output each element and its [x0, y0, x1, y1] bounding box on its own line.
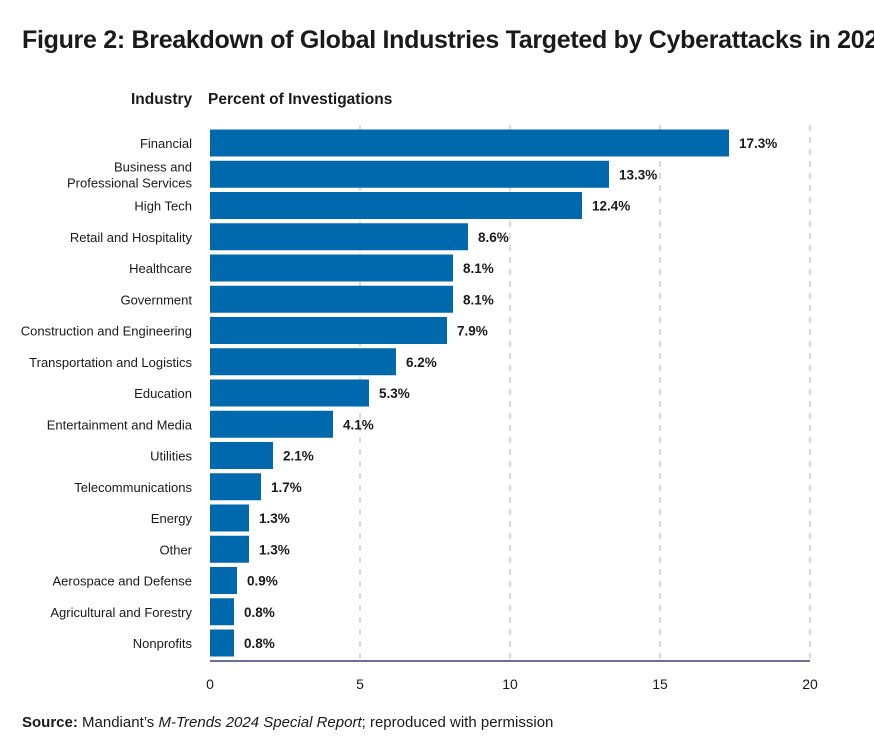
- bar: [210, 192, 582, 219]
- data-label: 12.4%: [592, 199, 630, 214]
- data-label: 13.3%: [619, 167, 657, 182]
- bar: [210, 598, 234, 626]
- category-label: Agricultural and Forestry: [50, 605, 192, 620]
- data-label: 5.3%: [379, 386, 410, 401]
- category-label: Business and Professional Services: [67, 159, 192, 190]
- bar: [210, 504, 249, 532]
- data-label: 0.9%: [247, 574, 278, 589]
- bar: [210, 129, 729, 157]
- bar: [210, 254, 453, 282]
- x-tick-label: 0: [206, 676, 214, 692]
- category-label: Aerospace and Defense: [53, 574, 192, 589]
- bar: [210, 285, 453, 313]
- bar: [210, 379, 369, 407]
- category-label: Nonprofits: [133, 636, 193, 651]
- bar: [210, 473, 261, 501]
- category-label: High Tech: [134, 199, 192, 214]
- value-axis-header: Percent of Investigations: [208, 91, 393, 108]
- category-label: Financial: [140, 136, 192, 151]
- data-label: 4.1%: [343, 417, 374, 432]
- chart-title: Figure 2: Breakdown of Global Industries…: [22, 26, 874, 54]
- data-label: 8.1%: [463, 261, 494, 276]
- bar-chart: Financial Business and Professional Servic…: [21, 125, 818, 692]
- category-label: Telecommunications: [74, 480, 192, 495]
- x-tick-label: 20: [802, 676, 818, 692]
- data-label: 0.8%: [244, 636, 275, 651]
- data-label: 6.2%: [406, 355, 437, 370]
- source-text-post: ; reproduced with permission: [361, 714, 554, 731]
- category-axis-header: Industry: [131, 91, 193, 108]
- bar: [210, 535, 249, 563]
- x-axis: 0 5 10 15 20: [206, 660, 818, 692]
- category-label: Healthcare: [129, 261, 192, 276]
- source-report-title: M-Trends 2024 Special Report: [158, 714, 362, 731]
- category-label: Government: [120, 292, 192, 307]
- source-label: Source:: [22, 714, 78, 731]
- data-label: 1.3%: [259, 542, 290, 557]
- bar: [210, 567, 237, 594]
- category-label: Utilities: [150, 449, 192, 464]
- x-tick-label: 10: [502, 676, 518, 692]
- x-tick-label: 5: [356, 676, 364, 692]
- data-label: 1.3%: [259, 511, 290, 526]
- category-label: Energy: [151, 511, 193, 526]
- data-label: 0.8%: [244, 605, 275, 620]
- bars: [210, 129, 729, 657]
- data-label: 7.9%: [457, 324, 488, 339]
- data-label: 17.3%: [739, 136, 777, 151]
- data-label: 2.1%: [283, 449, 314, 464]
- category-label: Education: [134, 386, 192, 401]
- category-label: Construction and Engineering: [21, 324, 192, 339]
- data-label: 8.6%: [478, 230, 509, 245]
- category-labels: Financial Business and Professional Servic…: [21, 136, 193, 651]
- data-label: 1.7%: [271, 480, 302, 495]
- bar: [210, 410, 333, 438]
- x-tick-label: 15: [652, 676, 668, 692]
- category-label: Entertainment and Media: [47, 417, 193, 432]
- source-note: Source: Mandiant’s M-Trends 2024 Special…: [22, 714, 553, 731]
- category-label: Transportation and Logistics: [29, 355, 192, 370]
- bar: [210, 629, 234, 657]
- value-labels: 17.3% 13.3% 12.4% 8.6% 8.1% 8.1% 7.9% 6.2% 5.3% 4…: [244, 136, 777, 651]
- source-text-pre: Mandiant’s: [82, 714, 159, 731]
- bar: [210, 348, 396, 376]
- data-label: 8.1%: [463, 292, 494, 307]
- category-label: Other: [159, 542, 192, 557]
- bar: [210, 317, 447, 344]
- category-label: Retail and Hospitality: [70, 230, 193, 245]
- bar: [210, 160, 609, 188]
- bar: [210, 223, 468, 251]
- bar: [210, 442, 273, 469]
